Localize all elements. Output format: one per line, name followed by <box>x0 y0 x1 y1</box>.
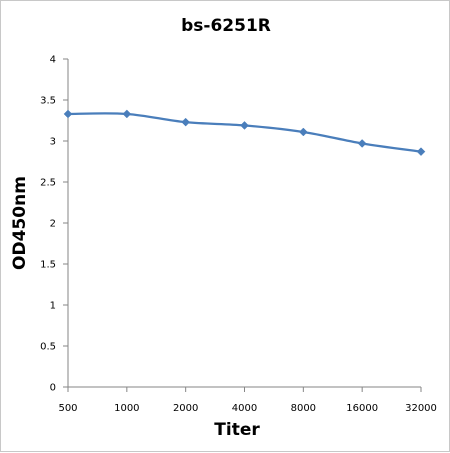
x-tick-label: 4000 <box>232 403 257 414</box>
y-tick-label: 3.5 <box>40 96 56 107</box>
y-tick-label: 0 <box>50 383 56 394</box>
data-point-marker <box>181 117 191 127</box>
y-tick-label: 3 <box>50 137 56 148</box>
y-tick-label: 2.5 <box>40 178 56 189</box>
y-tick-label: 1.5 <box>40 260 56 271</box>
data-series <box>63 109 426 157</box>
y-tick-label: 0.5 <box>40 342 56 353</box>
data-point-marker <box>357 139 367 148</box>
x-tick-label: 1000 <box>114 403 139 414</box>
data-point-marker <box>240 121 249 130</box>
x-tick-label: 8000 <box>291 403 316 414</box>
x-axis-title: Titer <box>214 420 260 440</box>
x-axis-ticks: 500 1000 2000 4000 8000 16000 32000 <box>58 387 437 414</box>
y-axis-title: OD450nm <box>10 176 30 270</box>
y-tick-label: 2 <box>50 219 56 230</box>
series-line <box>67 112 422 153</box>
y-tick-label: 1 <box>50 301 56 312</box>
data-point-marker <box>298 127 308 137</box>
data-point-marker <box>63 109 73 119</box>
x-tick-label: 500 <box>58 403 77 414</box>
y-axis-ticks: 0 0.5 1 1.5 2 2.5 3 3.5 4 <box>40 55 68 394</box>
x-tick-label: 16000 <box>346 403 378 414</box>
x-tick-label: 2000 <box>173 403 198 414</box>
y-tick-label: 4 <box>50 55 56 66</box>
data-point-marker <box>122 109 132 119</box>
x-tick-label: 32000 <box>405 403 437 414</box>
data-point-marker <box>416 147 426 157</box>
chart-title: bs-6251R <box>181 16 271 36</box>
